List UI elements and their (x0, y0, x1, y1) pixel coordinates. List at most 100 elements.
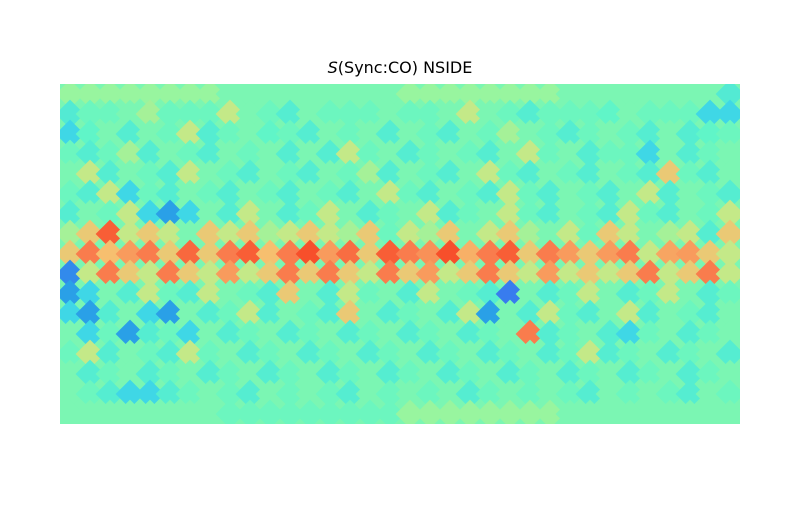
map-pixel (115, 139, 145, 169)
map-pixel (695, 379, 725, 409)
map-pixel (435, 259, 465, 289)
map-pixel (515, 199, 545, 229)
map-pixel (335, 279, 365, 309)
map-pixel (195, 379, 225, 409)
map-pixel (515, 119, 545, 149)
map-pixel (535, 179, 565, 209)
map-pixel (355, 179, 385, 209)
map-pixel (675, 179, 705, 209)
map-pixel (435, 119, 465, 149)
map-pixel (355, 139, 385, 169)
map-pixel (455, 379, 485, 409)
map-pixel (555, 179, 585, 209)
map-pixel (695, 219, 725, 249)
map-pixel (375, 319, 405, 349)
map-pixel (635, 399, 665, 424)
chart-title-symbol: S (327, 58, 338, 77)
map-pixel (635, 359, 665, 389)
map-pixel (475, 279, 505, 309)
map-pixel (535, 299, 565, 329)
map-pixel (575, 139, 605, 169)
map-pixel (555, 84, 585, 109)
map-pixel (395, 239, 425, 269)
map-pixel (395, 399, 425, 424)
map-pixel (555, 359, 585, 389)
map-pixel (395, 379, 425, 409)
map-pixel (595, 199, 625, 229)
map-pixel (635, 159, 665, 189)
map-pixel (695, 84, 725, 109)
map-pixel (555, 99, 585, 129)
map-pixel (315, 84, 345, 109)
map-pixel (155, 219, 185, 249)
map-pixel (175, 219, 205, 249)
map-pixel (575, 359, 605, 389)
map-pixel (215, 199, 245, 229)
map-pixel (715, 399, 740, 424)
map-pixel (475, 159, 505, 189)
map-pixel (535, 219, 565, 249)
map-pixel (315, 299, 345, 329)
map-pixel (315, 339, 345, 369)
map-pixel (695, 399, 725, 424)
map-pixel (615, 159, 645, 189)
map-pixel (395, 159, 425, 189)
map-pixel (495, 399, 525, 424)
map-pixel (595, 99, 625, 129)
map-pixel (715, 379, 740, 409)
map-pixel (435, 219, 465, 249)
map-pixel (75, 159, 105, 189)
map-pixel (275, 339, 305, 369)
map-pixel (415, 239, 445, 269)
map-pixel (60, 219, 85, 249)
map-pixel (455, 179, 485, 209)
map-pixel (615, 219, 645, 249)
map-pixel (435, 159, 465, 189)
map-pixel (315, 119, 345, 149)
map-pixel (635, 339, 665, 369)
map-pixel (75, 119, 105, 149)
map-pixel (695, 119, 725, 149)
map-pixel (255, 84, 285, 109)
map-pixel (435, 139, 465, 169)
map-pixel (615, 399, 645, 424)
map-pixel (695, 179, 725, 209)
map-pixel (695, 359, 725, 389)
map-pixel (495, 299, 525, 329)
map-pixel (115, 159, 145, 189)
map-pixel (95, 84, 125, 109)
chart-title-text: (Sync:CO) NSIDE (337, 58, 473, 77)
map-pixel (335, 119, 365, 149)
map-pixel (555, 139, 585, 169)
map-pixel (635, 139, 665, 169)
map-pixel (455, 139, 485, 169)
map-pixel (75, 99, 105, 129)
map-pixel (515, 239, 545, 269)
map-pixel (60, 179, 85, 209)
map-pixel (715, 119, 740, 149)
map-pixel (135, 399, 165, 424)
map-pixel (415, 299, 445, 329)
map-pixel (115, 339, 145, 369)
map-pixel (75, 359, 105, 389)
map-pixel (455, 299, 485, 329)
map-pixel (415, 119, 445, 149)
map-pixel (315, 279, 345, 309)
map-pixel (115, 379, 145, 409)
map-pixel (95, 99, 125, 129)
map-pixel (315, 239, 345, 269)
map-pixel (495, 139, 525, 169)
map-pixel (315, 159, 345, 189)
map-pixel (415, 199, 445, 229)
map-pixel (515, 299, 545, 329)
map-pixel (375, 379, 405, 409)
map-pixel (395, 279, 425, 309)
map-pixel (315, 219, 345, 249)
map-pixel (60, 84, 85, 109)
map-pixel (155, 119, 185, 149)
map-pixel (135, 139, 165, 169)
map-pixel (455, 219, 485, 249)
map-pixel (155, 359, 185, 389)
map-pixel (495, 99, 525, 129)
